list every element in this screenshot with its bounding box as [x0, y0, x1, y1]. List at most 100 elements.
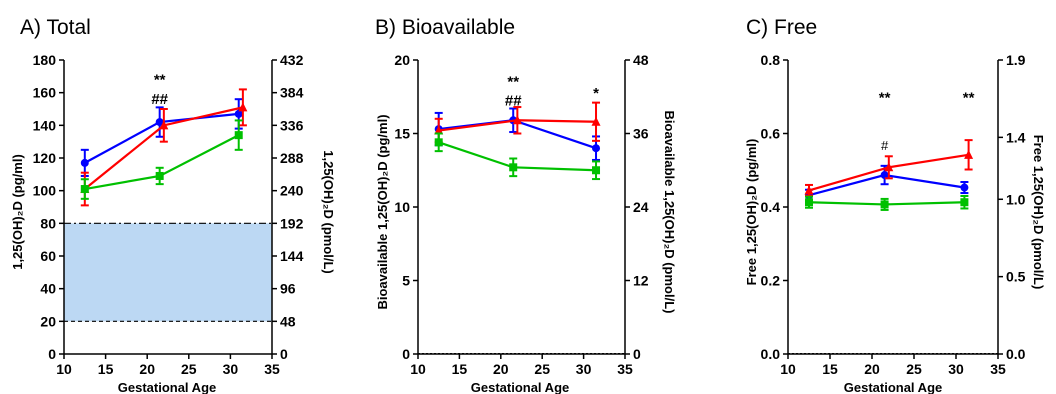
panel-a-data-point — [80, 185, 89, 194]
panel-a-y-tick-label: 80 — [40, 215, 56, 231]
panel-c-data-point — [880, 200, 889, 209]
panel-b-significance-mark: ** — [507, 73, 519, 90]
panel-b-y-tick-right-label: 48 — [633, 52, 649, 68]
panel-a-y-tick-right-label: 48 — [280, 313, 296, 329]
panel-a-y-tick-right-label: 192 — [280, 215, 304, 231]
panel-c-x-tick-label: 15 — [822, 361, 838, 377]
panel-b-data-point — [509, 163, 518, 172]
panel-a-x-tick-label: 25 — [181, 361, 197, 377]
panel-b-ylabel: Bioavailable 1,25(OH)₂D (pg/ml) — [375, 114, 390, 309]
panel-a-y-tick-label: 60 — [40, 248, 56, 264]
panel-a-data-point — [234, 131, 243, 140]
panel-a-y-tick-label: 100 — [33, 183, 57, 199]
panel-c-ylabel-right: Free 1,25(OH)₂D (pmol/L) — [1031, 135, 1046, 290]
panel-a-data-point — [238, 102, 248, 112]
panel-a-data-point — [80, 158, 89, 167]
panel-a-data-point — [155, 171, 164, 180]
panel-b-ylabel-right: Bioavailable 1,25(OH)₂D (pmol/L) — [662, 111, 677, 314]
panel-c-y-tick-label: 0.6 — [761, 126, 781, 142]
panel-a-y-tick-right-label: 432 — [280, 52, 304, 68]
panel-b-y-tick-label: 10 — [394, 199, 410, 215]
panel-c-y-tick-label: 0.0 — [761, 346, 781, 362]
panel-c-y-tick-right-label: 0.0 — [1006, 346, 1026, 362]
panel-c-xlabel: Gestational Age — [844, 380, 942, 394]
panel-a-title: A) Total — [20, 16, 91, 39]
panel-b-y-tick-right-label: 0 — [633, 346, 641, 362]
panel-b-y-tick-label: 20 — [394, 52, 410, 68]
panel-b-data-point — [592, 144, 601, 153]
panel-b-title: B) Bioavailable — [375, 16, 515, 39]
panel-c-ylabel: Free 1,25(OH)₂D (pg/ml) — [744, 139, 759, 286]
panel-a-data-point — [155, 118, 164, 127]
panel-b-data-point — [434, 125, 444, 135]
panel-c-x-tick-label: 30 — [948, 361, 964, 377]
panel-b-y-tick-label: 5 — [402, 273, 410, 289]
panel-c-y-tick-right-label: 1.4 — [1006, 129, 1026, 145]
panel-b-data-point — [592, 166, 601, 175]
panel-c-data-point — [960, 198, 969, 207]
panel-c-free: C) Free Gestational Age Free 1,25(OH)₂D … — [744, 16, 1046, 394]
panel-c-x-tick-label: 35 — [990, 361, 1006, 377]
panel-c-data-point — [880, 171, 889, 180]
panel-b-xlabel: Gestational Age — [471, 380, 569, 394]
panel-b-x-tick-label: 25 — [534, 361, 550, 377]
panel-c-y-tick-label: 0.8 — [761, 52, 781, 68]
panel-b-x-tick-label: 30 — [576, 361, 592, 377]
panel-a-y-tick-label: 160 — [33, 85, 57, 101]
panel-a-significance-mark: ## — [151, 91, 168, 108]
panel-b-x-tick-label: 15 — [452, 361, 468, 377]
panel-a-x-tick-label: 20 — [139, 361, 155, 377]
panel-c-significance-mark: ** — [879, 89, 891, 106]
panel-b-y-tick-label: 15 — [394, 126, 410, 142]
panel-a-ylabel-right: 1,25(OH)₂D (pmol/L) — [321, 150, 336, 274]
panel-c-title: C) Free — [746, 16, 817, 39]
panel-c-y-tick-right-label: 1.0 — [1006, 191, 1026, 207]
panel-a-y-tick-label: 180 — [33, 52, 57, 68]
panel-b-significance-mark: ## — [505, 93, 522, 110]
panel-a-y-tick-right-label: 288 — [280, 150, 304, 166]
panel-c-significance-mark: ** — [963, 89, 975, 106]
panel-c-data-point — [805, 198, 813, 207]
panel-c-x-tick-label: 25 — [906, 361, 922, 377]
panel-a-y-tick-label: 120 — [33, 150, 57, 166]
panel-a-y-tick-label: 20 — [40, 313, 56, 329]
panel-c-x-tick-label: 10 — [780, 361, 796, 377]
panel-b-x-tick-label: 10 — [410, 361, 426, 377]
panel-b-series-line — [438, 141, 597, 172]
panel-c-y-tick-right-label: 1.9 — [1006, 52, 1026, 68]
panel-a-data-point — [234, 109, 243, 118]
panel-a-xlabel: Gestational Age — [118, 380, 216, 394]
panel-c-y-tick-label: 0.4 — [761, 199, 781, 215]
panel-a-ylabel: 1,25(OH)₂D (pg/ml) — [10, 154, 25, 270]
panel-a-x-tick-label: 15 — [98, 361, 114, 377]
panel-a-series-line — [84, 134, 240, 191]
panel-b-y-tick-right-label: 12 — [633, 273, 649, 289]
panel-a-x-tick-label: 30 — [223, 361, 239, 377]
panel-a-y-tick-right-label: 144 — [280, 248, 304, 264]
panel-c-x-tick-label: 20 — [864, 361, 880, 377]
panel-a-y-tick-right-label: 384 — [280, 85, 304, 101]
panel-a-y-tick-right-label: 96 — [280, 281, 296, 297]
panel-b-x-tick-label: 35 — [617, 361, 633, 377]
panel-c-data-point — [964, 149, 974, 159]
panel-a-x-tick-label: 10 — [56, 361, 72, 377]
panel-b-data-point — [591, 116, 601, 126]
panel-a-data-point — [159, 120, 169, 130]
panel-a-y-tick-right-label: 240 — [280, 183, 304, 199]
panel-c-y-tick-label: 0.2 — [761, 273, 781, 289]
panel-b-data-point — [434, 138, 443, 147]
panel-b-data-point — [512, 115, 522, 125]
panel-b-y-tick-label: 0 — [402, 346, 410, 362]
panel-a-reference-band — [64, 223, 272, 322]
panel-a-y-tick-label: 140 — [33, 117, 57, 133]
panel-c-y-tick-right-label: 0.5 — [1006, 269, 1026, 285]
panel-a-y-tick-right-label: 336 — [280, 117, 304, 133]
panel-c-data-point — [804, 185, 814, 195]
panel-b-bioavailable: B) Bioavailable Gestational Age Bioavail… — [375, 16, 677, 394]
panel-a-y-tick-label: 40 — [40, 281, 56, 297]
panel-a-y-tick-label: 0 — [48, 346, 56, 362]
panel-b-significance-mark: * — [593, 85, 599, 102]
panel-a-total: A) Total Gestational Age 1,25(OH)₂D (pg/… — [10, 16, 336, 394]
panel-a-significance-mark: ** — [154, 72, 166, 89]
